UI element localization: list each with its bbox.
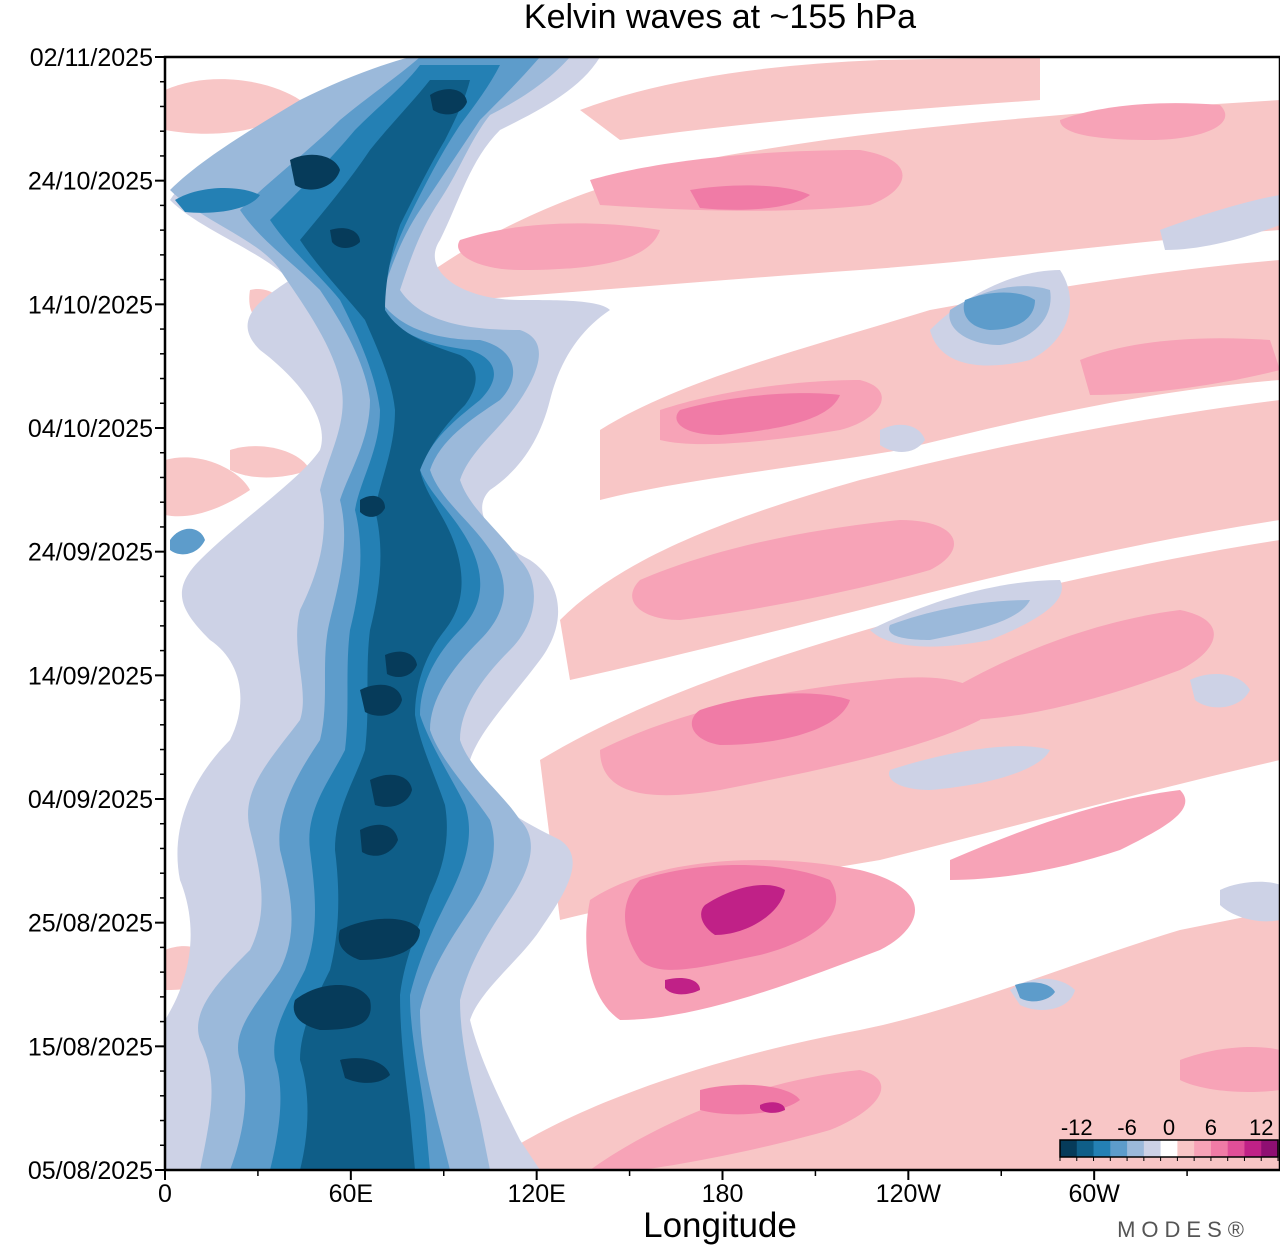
blue-s-top-left (175, 188, 260, 213)
colorbar-swatch-6 (1160, 1140, 1178, 1157)
pink-band-1 (480, 910, 1280, 1170)
blue-x-3 (370, 774, 412, 807)
colorbar-swatch-8 (1194, 1140, 1212, 1157)
negative-anomaly-extreme (290, 89, 467, 1083)
colorbar-label-1: -6 (1117, 1115, 1137, 1140)
pink-med-12 (1180, 1047, 1280, 1092)
y-tick-label-5: 14/09/2025 (28, 662, 153, 690)
blue-light-east-3 (889, 746, 1050, 790)
pink-ext-3 (760, 1102, 785, 1113)
y-tick-label-0: 02/11/2025 (30, 44, 153, 72)
pink-med-8 (950, 790, 1186, 880)
colorbar: -12 -6 0 6 12 (1059, 1115, 1279, 1161)
pink-str-2 (691, 693, 850, 745)
pink-med-9 (950, 610, 1214, 720)
pink-ext-2 (665, 978, 700, 995)
colorbar-label-3: 6 (1205, 1115, 1217, 1140)
blue-d-main (300, 80, 476, 1170)
pink-med-6 (590, 150, 903, 211)
blue-m-east-1 (963, 292, 1035, 330)
colorbar-swatch-12 (1261, 1140, 1279, 1157)
chart-title: Kelvin waves at ~155 hPa (524, 0, 916, 36)
contour-field (165, 57, 1280, 1170)
negative-anomaly-darker (300, 80, 476, 1170)
y-tick-label-4: 24/09/2025 (28, 539, 153, 567)
blue-m-left (170, 528, 205, 555)
pink-med-10 (1080, 338, 1280, 395)
x-tick-label-5: 60W (1068, 1180, 1120, 1208)
x-tick-label-4: 120W (876, 1180, 942, 1208)
y-tick-label-3: 04/10/2025 (28, 415, 153, 443)
colorbar-swatch-2 (1093, 1140, 1111, 1157)
x-tick-label-3: 180 (702, 1180, 744, 1208)
colorbar-swatch-3 (1110, 1140, 1128, 1157)
blue-x-5 (360, 684, 402, 716)
y-tick-label-2: 14/10/2025 (28, 291, 153, 319)
y-tick-label-6: 04/09/2025 (28, 786, 153, 814)
pink-med-7 (458, 223, 660, 270)
colorbar-swatch-0 (1060, 1140, 1078, 1157)
blue-light-east-7 (1190, 674, 1250, 708)
x-axis-title: Longitude (643, 1206, 797, 1245)
colorbar-swatch-9 (1210, 1140, 1229, 1157)
blue-x-4 (360, 824, 398, 856)
pink-med-11 (1060, 103, 1226, 140)
pink-med-4 (632, 520, 954, 620)
blue-x-1 (293, 985, 371, 1030)
pink-blob-mid-1 (230, 446, 310, 478)
blue-x-6 (385, 651, 417, 677)
blue-x-9 (430, 89, 467, 115)
blue-light-east-6 (880, 424, 925, 452)
y-tick-label-8: 15/08/2025 (28, 1033, 153, 1061)
pink-blob-left-2 (165, 457, 250, 517)
blue-x-2 (338, 918, 420, 960)
positive-anomaly-extreme (665, 885, 785, 1113)
colorbar-frame (1059, 1139, 1279, 1158)
pink-ext-1 (701, 885, 785, 935)
pink-str-3 (676, 393, 840, 435)
y-axis: 02/11/2025 24/10/2025 14/10/2025 04/10/2025… (28, 44, 165, 1185)
blue-x-11 (330, 228, 360, 248)
colorbar-swatch-7 (1177, 1140, 1195, 1157)
pink-str-4 (690, 185, 810, 210)
y-tick-label-1: 24/10/2025 (28, 168, 153, 196)
blue-x-7 (360, 495, 385, 517)
colorbar-label-0: -12 (1061, 1115, 1093, 1140)
colorbar-swatch-11 (1244, 1140, 1262, 1157)
colorbar-swatch-4 (1127, 1140, 1145, 1157)
colorbar-swatch-10 (1227, 1140, 1245, 1157)
blue-x-10 (340, 1058, 390, 1083)
pink-med-1 (590, 1070, 882, 1170)
colorbar-swatch-5 (1143, 1140, 1162, 1157)
colorbar-swatch-1 (1076, 1140, 1095, 1157)
x-tick-label-2: 120E (507, 1180, 565, 1208)
colorbar-label-2: 0 (1163, 1115, 1175, 1140)
pink-band-6 (580, 57, 1040, 140)
pink-blob-left-1 (165, 79, 300, 134)
blue-m-east-2 (1015, 982, 1055, 1002)
x-axis: 0 60E 120E 180 120W 60W (158, 1170, 1188, 1208)
y-tick-label-7: 25/08/2025 (28, 910, 153, 938)
blue-light-east-8 (1220, 881, 1280, 922)
x-tick-label-0: 0 (158, 1180, 172, 1208)
blue-x-8 (290, 154, 340, 190)
colorbar-label-4: 12 (1249, 1115, 1273, 1140)
y-tick-label-9: 05/08/2025 (28, 1157, 153, 1185)
blue-ml-east-2 (889, 600, 1030, 640)
x-tick-label-1: 60E (329, 1180, 373, 1208)
modes-logo: MODES® (1117, 1217, 1250, 1242)
pink-band-4 (600, 260, 1280, 500)
blue-light-east-4 (1160, 195, 1280, 250)
